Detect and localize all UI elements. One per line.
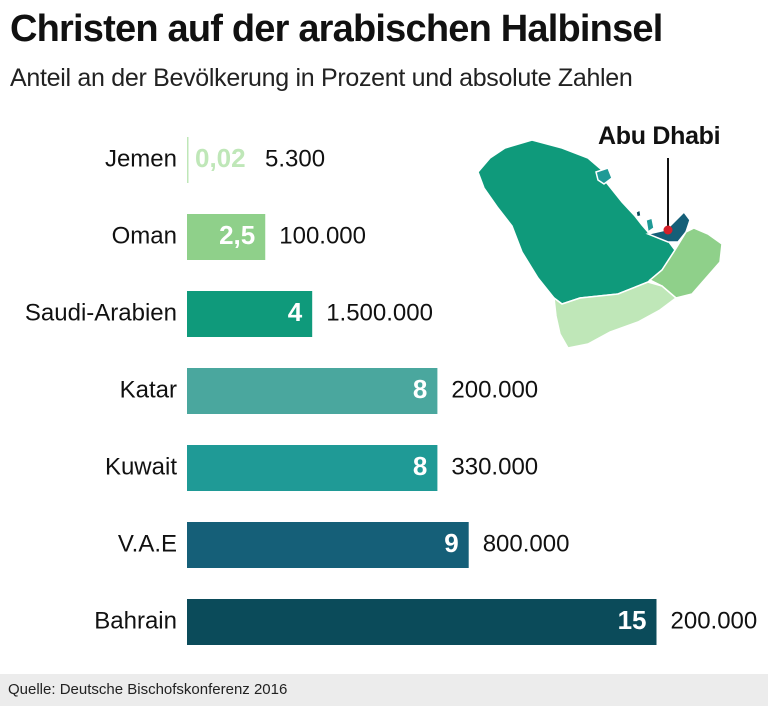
bar [187, 137, 189, 183]
chart-subtitle: Anteil an der Bevölkerung in Prozent und… [10, 64, 633, 92]
bar [187, 214, 266, 260]
bar [187, 599, 657, 645]
absolute-label: 1.500.000 [326, 299, 433, 326]
value-label: 8 [413, 451, 427, 481]
map-oman [648, 227, 723, 299]
arabian-peninsula-map [477, 139, 723, 349]
category-label: Katar [120, 376, 177, 403]
absolute-label: 5.300 [265, 145, 325, 172]
map-yemen [553, 281, 678, 349]
bar [187, 368, 438, 414]
chart-title: Christen auf der arabischen Halbinsel [10, 8, 663, 50]
abu-dhabi-marker [663, 225, 673, 235]
bar [187, 291, 313, 337]
category-label: Oman [112, 222, 177, 249]
map-city-label: Abu Dhabi [598, 122, 721, 150]
source-text: Quelle: Deutsche Bischofskonferenz 2016 [8, 681, 288, 698]
category-label: V.A.E [118, 530, 177, 557]
value-label: 15 [618, 605, 647, 635]
source-footer: Quelle: Deutsche Bischofskonferenz 2016 [0, 674, 768, 706]
map-bahrain [635, 208, 642, 218]
map-saudi-arabia [477, 139, 676, 305]
value-label: 2,5 [219, 220, 255, 250]
map-qatar [645, 217, 655, 234]
absolute-label: 200.000 [451, 376, 538, 403]
bar-chart: Jemen 0,02 5.300 Oman 2,5 100.000 Saudi-Arabie… [25, 137, 758, 645]
value-label: 4 [288, 297, 303, 327]
absolute-label: 800.000 [483, 530, 570, 557]
value-label: 0,02 [195, 143, 246, 173]
value-label: 8 [413, 374, 427, 404]
category-label: Kuwait [105, 453, 177, 480]
value-label: 9 [444, 528, 458, 558]
bar [187, 522, 469, 568]
category-label: Jemen [105, 145, 177, 172]
absolute-label: 200.000 [671, 607, 758, 634]
absolute-label: 100.000 [279, 222, 366, 249]
map-kuwait [595, 167, 613, 185]
absolute-label: 330.000 [451, 453, 538, 480]
bar [187, 445, 438, 491]
category-label: Bahrain [94, 607, 177, 634]
category-label: Saudi-Arabien [25, 299, 177, 326]
